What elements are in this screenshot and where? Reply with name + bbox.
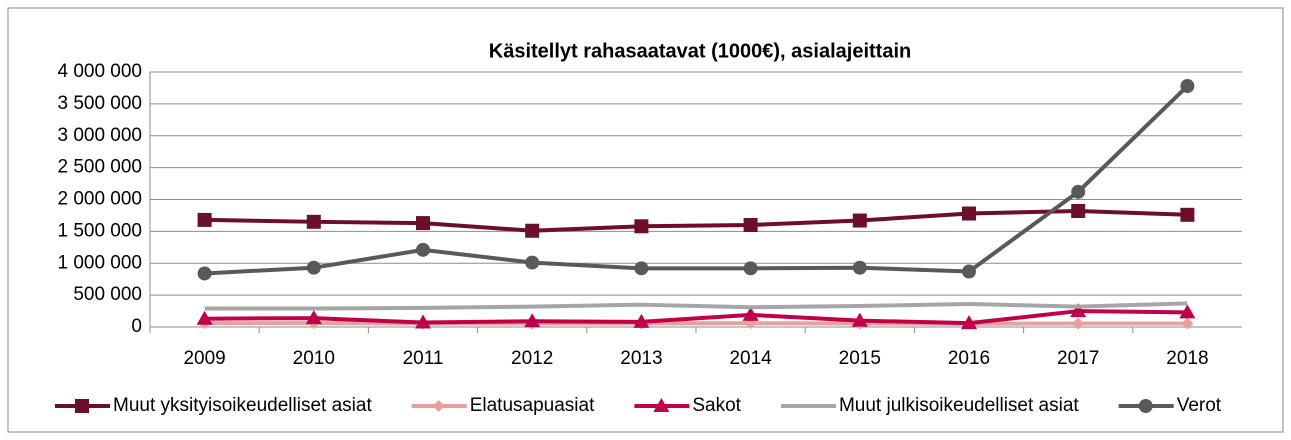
marker: [1070, 303, 1087, 318]
marker: [416, 242, 430, 257]
series-line: [204, 321, 1188, 326]
series-line: [204, 208, 1188, 233]
y-tick-label: 3 000 000: [57, 125, 142, 146]
y-tick-label: 3 500 000: [57, 93, 142, 114]
marker: [1180, 79, 1195, 94]
legend-label: Muut julkisoikeudelliset asiat: [839, 395, 1079, 416]
legend-label: Verot: [1177, 395, 1222, 416]
x-tick-label: 2015: [839, 348, 881, 369]
marker: [743, 218, 758, 232]
chart-title: Käsitellyt rahasaatavat (1000€), asialaj…: [489, 40, 911, 62]
x-tick-label: 2009: [183, 348, 225, 369]
marker: [197, 266, 212, 281]
marker: [962, 264, 976, 279]
x-tick-label: 2017: [1057, 348, 1099, 369]
x-tick-label: 2012: [511, 348, 553, 369]
marker: [75, 399, 89, 413]
marker: [1071, 184, 1086, 199]
legend-label: Muut yksityisoikeudelliset asiat: [113, 395, 372, 416]
legend-label: Sakot: [692, 395, 741, 416]
marker: [851, 312, 868, 327]
y-tick-label: 0: [131, 316, 142, 337]
x-tick-label: 2016: [948, 348, 990, 369]
y-tick-label: 500 000: [73, 284, 142, 305]
marker: [196, 310, 213, 325]
y-tick-label: 4 000 000: [57, 61, 142, 82]
marker: [415, 314, 431, 329]
x-tick-label: 2011: [403, 348, 444, 369]
marker: [416, 216, 430, 231]
marker: [525, 223, 540, 238]
y-tick-label: 1 000 000: [57, 252, 142, 273]
marker: [1181, 317, 1194, 330]
marker: [634, 261, 649, 276]
marker: [633, 313, 650, 328]
marker: [743, 261, 758, 276]
marker: [742, 306, 759, 321]
legend-label: Elatusapuasiat: [470, 395, 595, 416]
marker: [852, 260, 867, 275]
marker: [306, 260, 321, 275]
x-tick-label: 2013: [620, 348, 662, 369]
marker: [306, 214, 321, 229]
series-line: [204, 301, 1188, 311]
series-line: [204, 309, 1188, 326]
y-tick-label: 2 000 000: [57, 189, 142, 210]
marker: [1180, 207, 1195, 222]
marker: [1138, 399, 1153, 413]
series-line: [204, 84, 1189, 276]
marker: [653, 398, 670, 412]
marker: [962, 206, 976, 221]
marker: [197, 212, 212, 227]
x-tick-label: 2018: [1166, 348, 1208, 369]
marker: [852, 213, 867, 228]
marker: [1072, 317, 1085, 330]
x-tick-label: 2014: [729, 348, 772, 369]
marker: [1071, 203, 1086, 218]
marker: [634, 219, 649, 234]
y-tick-label: 1 500 000: [57, 220, 142, 241]
x-tick-label: 2010: [293, 348, 335, 369]
marker: [305, 310, 322, 325]
marker: [961, 315, 977, 330]
marker: [525, 255, 540, 270]
marker: [1179, 304, 1196, 319]
y-tick-label: 2 500 000: [57, 157, 142, 178]
marker: [524, 313, 541, 328]
marker: [432, 400, 445, 412]
